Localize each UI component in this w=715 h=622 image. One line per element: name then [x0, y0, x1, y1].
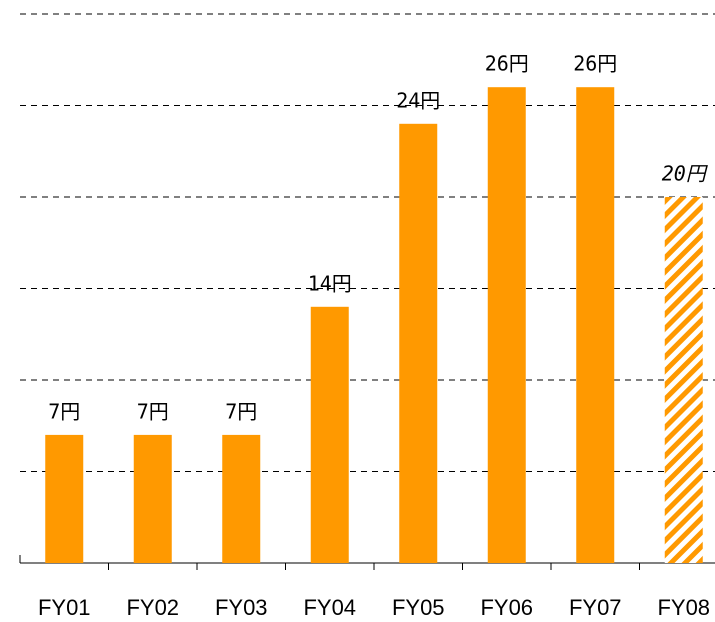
value-label: 7円 — [225, 399, 257, 423]
x-tick-label: FY07 — [569, 595, 622, 620]
x-tick-label: FY06 — [480, 595, 533, 620]
value-label: 14円 — [308, 271, 352, 295]
x-tick-label: FY03 — [215, 595, 268, 620]
x-tick-label: FY01 — [38, 595, 91, 620]
x-tick-label: FY04 — [303, 595, 356, 620]
value-label: 26円 — [485, 52, 529, 76]
value-label: 26円 — [573, 52, 617, 76]
bar — [576, 87, 615, 563]
bar — [45, 434, 84, 563]
x-tick-label: FY05 — [392, 595, 445, 620]
bar — [487, 87, 526, 563]
x-tick-label: FY08 — [657, 595, 710, 620]
bar — [664, 197, 703, 563]
value-label: 7円 — [48, 399, 80, 423]
x-tick-label: FY02 — [126, 595, 179, 620]
bar — [310, 306, 349, 563]
value-label: 7円 — [137, 399, 169, 423]
bar — [399, 123, 438, 564]
bar — [222, 434, 261, 563]
value-label: 24円 — [396, 88, 440, 112]
value-label: 20円 — [662, 162, 709, 186]
bar — [133, 434, 172, 563]
